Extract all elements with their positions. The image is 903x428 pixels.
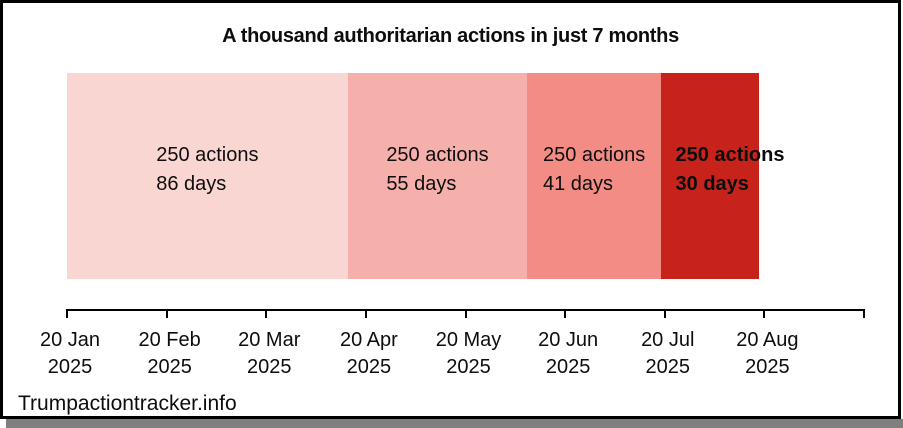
tick-year: 2025 (745, 356, 790, 378)
tick-date: 20 Jun (538, 329, 599, 351)
x-axis-tick-label-5: 20 May 2025 (436, 327, 502, 381)
x-axis-tick-label-4: 20 Apr 2025 (340, 327, 398, 381)
tick-date: 20 Feb (138, 329, 201, 351)
x-axis-tick-label-8: 20 Aug 2025 (736, 327, 798, 381)
tick-year: 2025 (47, 356, 93, 378)
segment-4-label: 250 actions 30 days (676, 141, 785, 199)
tick-date: 20 May (435, 329, 502, 351)
axis-tick (165, 309, 168, 318)
segment-actions-text: 250 actions (542, 144, 646, 166)
chart-card: A thousand authoritarian actions in just… (0, 0, 901, 419)
tick-date: 20 Aug (736, 329, 799, 351)
tick-date: 20 Mar (238, 329, 301, 351)
tick-year: 2025 (446, 356, 491, 378)
chart-title: A thousand authoritarian actions in just… (222, 25, 679, 47)
timeline-segment-2: 250 actions 55 days (347, 73, 528, 279)
tick-date: 20 Jul (641, 329, 695, 351)
x-axis-tick-label-1: 20 Jan 2025 (40, 327, 100, 381)
x-axis-tick-label-6: 20 Jun 2025 (538, 327, 598, 381)
x-axis-tick-label-3: 20 Mar 2025 (238, 327, 300, 381)
segment-days-text: 41 days (542, 173, 614, 195)
segment-3-label: 250 actions 41 days (543, 141, 645, 199)
x-axis-tick-label-2: 20 Feb 2025 (138, 327, 200, 381)
source-attribution: Trumpactiontracker.info (18, 392, 237, 415)
axis-tick (564, 309, 567, 318)
timeline-segment-1: 250 actions 86 days (67, 73, 348, 279)
segment-actions-text: 250 actions (156, 144, 259, 166)
segment-days-text: 55 days (386, 173, 457, 195)
tick-year: 2025 (247, 356, 292, 378)
axis-tick (364, 309, 367, 318)
tick-year: 2025 (147, 356, 192, 378)
segment-1-label: 250 actions 86 days (156, 141, 258, 199)
segment-days-text: 86 days (156, 173, 227, 195)
axis-tick (763, 309, 766, 318)
tick-date: 20 Apr (339, 329, 398, 351)
timeline-segment-4: 250 actions 30 days (661, 73, 784, 279)
tick-year: 2025 (545, 356, 591, 378)
tick-date: 20 Jan (39, 329, 101, 351)
segment-days-text: 30 days (675, 173, 749, 195)
timeline-segment-3: 250 actions 41 days (527, 73, 662, 279)
axis-tick (663, 309, 666, 318)
axis-tick (863, 309, 865, 318)
tick-year: 2025 (645, 356, 691, 378)
segment-actions-text: 250 actions (386, 144, 489, 166)
axis-tick (464, 309, 467, 318)
tick-year: 2025 (346, 356, 392, 378)
card-shadow (6, 419, 903, 428)
axis-tick (66, 309, 68, 318)
segment-actions-text: 250 actions (675, 144, 785, 166)
segment-2-label: 250 actions 55 days (386, 141, 488, 199)
axis-tick (265, 309, 268, 318)
x-axis-tick-label-7: 20 Jul 2025 (641, 327, 694, 381)
